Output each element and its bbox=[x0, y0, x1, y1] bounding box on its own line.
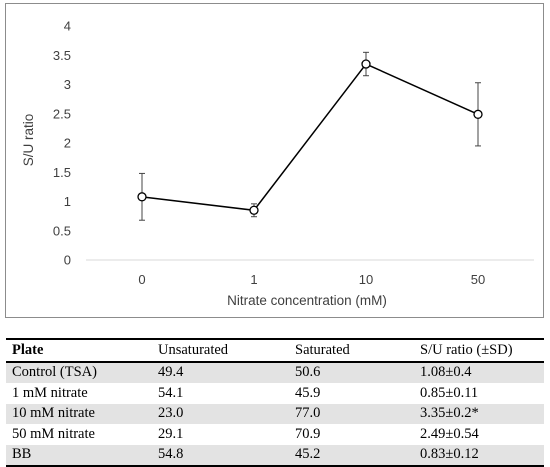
cell-unsaturated: 23.0 bbox=[152, 403, 289, 424]
y-tick-label: 3 bbox=[64, 77, 71, 92]
y-tick-label: 2 bbox=[64, 136, 71, 151]
cell-plate: 1 mM nitrate bbox=[12, 384, 88, 401]
chart-panel: 0 0.5 1 1.5 2 2.5 3 3.5 4 0 1 10 50 S/U ratio Nitra… bbox=[5, 3, 544, 318]
y-tick-label: 4 bbox=[64, 19, 71, 34]
x-tick-label: 50 bbox=[471, 272, 485, 287]
table-row: Control (TSA) 49.4 50.6 1.08±0.4 bbox=[6, 361, 544, 383]
y-tick-label: 3.5 bbox=[53, 48, 71, 63]
table-row: 10 mM nitrate 23.0 77.0 3.35±0.2* bbox=[6, 403, 544, 424]
y-tick-label: 0 bbox=[64, 253, 71, 268]
cell-unsaturated: 54.8 bbox=[152, 444, 289, 467]
y-tick-label: 0.5 bbox=[53, 223, 71, 238]
table-header-row: Plate Unsaturated Saturated S/U ratio (±… bbox=[6, 338, 544, 363]
cell-unsaturated: 49.4 bbox=[152, 361, 289, 383]
y-tick-label: 1 bbox=[64, 194, 71, 209]
data-point bbox=[361, 59, 371, 69]
series-line bbox=[141, 63, 479, 212]
cell-saturated: 77.0 bbox=[289, 403, 414, 424]
header-plate: Plate bbox=[6, 338, 152, 363]
cell-saturated: 45.2 bbox=[289, 444, 414, 467]
y-axis-title: S/U ratio bbox=[21, 114, 36, 167]
header-saturated: Saturated bbox=[289, 338, 414, 363]
cell-plate: Control (TSA) bbox=[6, 361, 152, 383]
table-row: 1 mM nitrate 54.1 45.9 0.85±0.11 bbox=[6, 383, 544, 404]
cell-saturated: 45.9 bbox=[295, 384, 321, 401]
cell-saturated: 50.6 bbox=[289, 361, 414, 383]
data-point bbox=[249, 205, 259, 215]
header-unsaturated: Unsaturated bbox=[152, 338, 289, 363]
x-tick-label: 10 bbox=[359, 272, 373, 287]
cell-plate: 10 mM nitrate bbox=[6, 403, 152, 424]
cell-su-ratio: 2.49±0.54 bbox=[420, 425, 479, 442]
table-row: 50 mM nitrate 29.1 70.9 2.49±0.54 bbox=[6, 424, 544, 445]
x-axis: 0 1 10 50 bbox=[86, 259, 534, 287]
x-tick-label: 1 bbox=[250, 272, 257, 287]
y-tick-label: 1.5 bbox=[53, 165, 71, 180]
cell-unsaturated: 54.1 bbox=[158, 384, 184, 401]
x-tick-label: 0 bbox=[138, 272, 145, 287]
cell-su-ratio: 1.08±0.4 bbox=[414, 361, 544, 383]
cell-saturated: 70.9 bbox=[295, 425, 321, 442]
cell-su-ratio: 0.85±0.11 bbox=[420, 384, 479, 401]
cell-plate: BB bbox=[6, 444, 152, 467]
table-row: BB 54.8 45.2 0.83±0.12 bbox=[6, 444, 544, 467]
x-axis-title: Nitrate concentration (mM) bbox=[227, 293, 387, 308]
header-su-ratio: S/U ratio (±SD) bbox=[414, 338, 544, 363]
cell-plate: 50 mM nitrate bbox=[12, 425, 95, 442]
cell-unsaturated: 29.1 bbox=[158, 425, 184, 442]
y-tick-label: 2.5 bbox=[53, 106, 71, 121]
results-table: Plate Unsaturated Saturated S/U ratio (±… bbox=[6, 338, 544, 467]
cell-su-ratio: 3.35±0.2* bbox=[414, 403, 544, 424]
data-point bbox=[473, 109, 483, 119]
data-point bbox=[137, 192, 147, 202]
series bbox=[137, 51, 483, 221]
cell-su-ratio: 0.83±0.12 bbox=[414, 444, 544, 467]
y-axis: 0 0.5 1 1.5 2 2.5 3 3.5 4 bbox=[53, 19, 71, 268]
line-chart: 0 0.5 1 1.5 2 2.5 3 3.5 4 0 1 10 50 S/U ratio Nitra… bbox=[21, 19, 534, 308]
